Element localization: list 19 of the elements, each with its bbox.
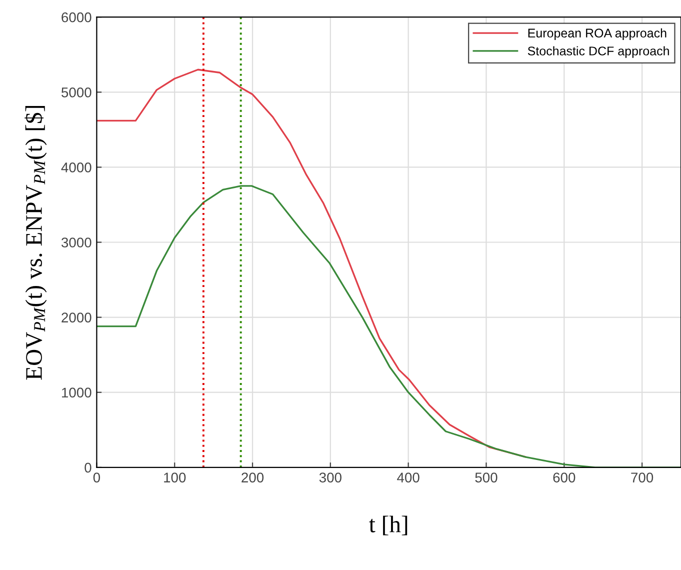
x-tick-label: 600 (553, 472, 576, 482)
x-tick-label: 500 (475, 472, 498, 482)
y-tick-label: 3000 (61, 238, 92, 248)
legend-label: Stochastic DCF approach (528, 46, 669, 58)
y-axis-title: EOV$_{PM}$(t) vs. ENPV$_{PM}$(t) [$] (24, 106, 47, 380)
x-axis-title: t [h] (369, 516, 408, 536)
x-tick-label: 200 (242, 472, 264, 482)
y-tick-label: 2000 (62, 312, 92, 322)
x-tick-label: 700 (631, 472, 654, 482)
y-tick-label: 0 (84, 462, 92, 473)
x-tick-label: 0 (93, 472, 100, 482)
legend-label: European ROA approach (528, 28, 666, 40)
x-tick-label: 100 (164, 472, 186, 482)
y-tick-label: 1000 (62, 388, 92, 398)
y-tick-label: 5000 (62, 87, 92, 98)
y-tick-label: 4000 (61, 162, 92, 172)
x-tick-label: 400 (397, 472, 420, 482)
y-tick-label: 6000 (62, 12, 92, 22)
x-tick-label: 300 (319, 472, 342, 482)
